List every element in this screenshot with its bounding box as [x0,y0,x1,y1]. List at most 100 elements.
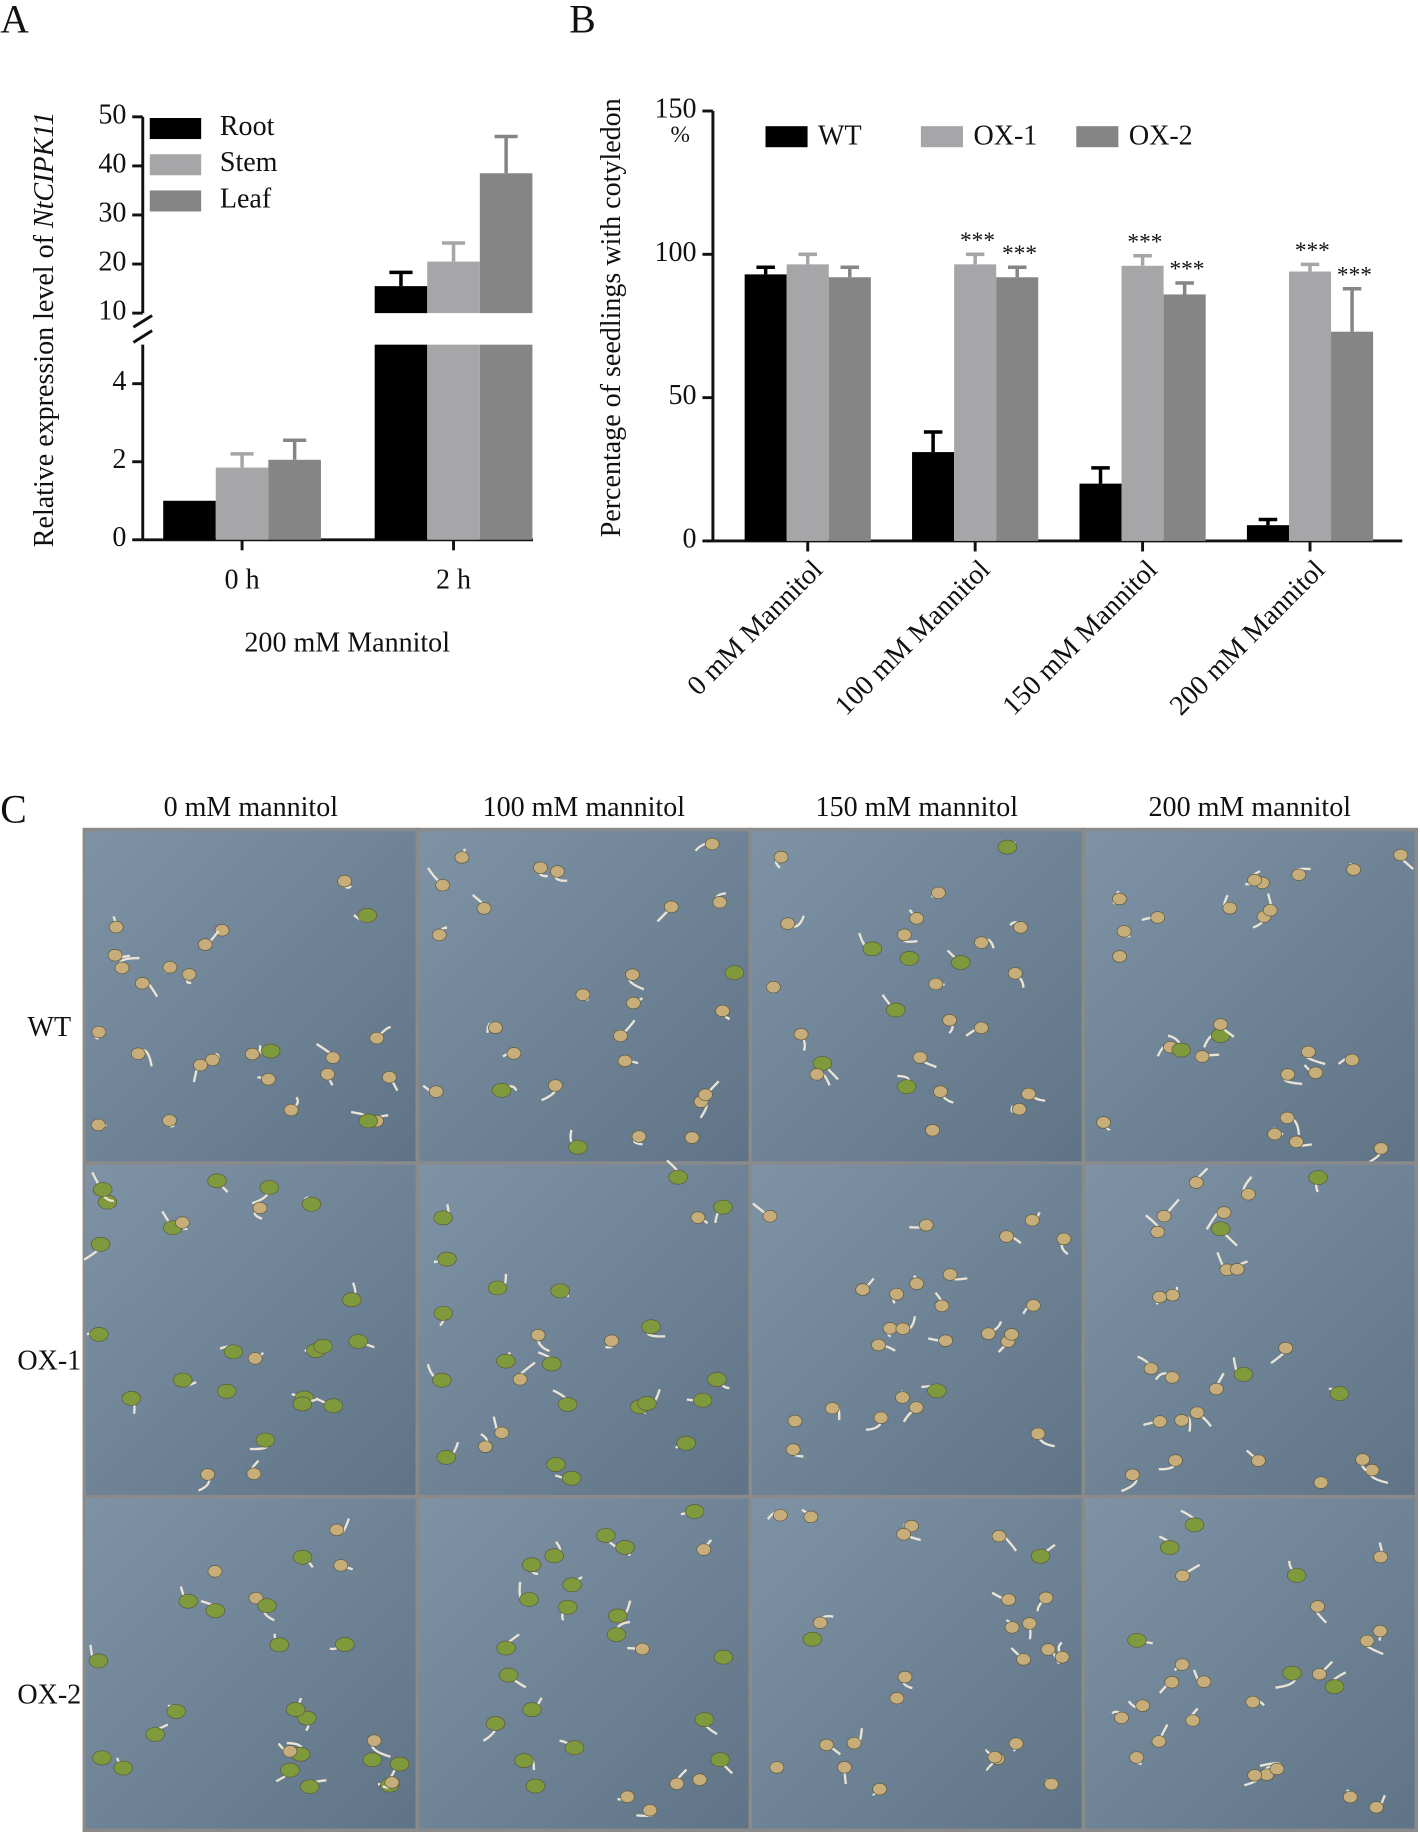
seedling [207,1173,227,1189]
seedling [676,1435,696,1451]
seedling [987,1751,1003,1764]
seedling [596,1528,616,1543]
seedling [285,1702,306,1717]
seedling [1196,1675,1212,1688]
bar [1121,265,1164,541]
seedling [1150,911,1166,924]
plate-photo [748,827,1086,1165]
seedling [542,1356,562,1372]
seedling [325,1051,341,1064]
seedling [1116,925,1132,938]
seedling [1209,1382,1224,1396]
bar-lower [374,344,428,540]
seedling [205,1603,226,1619]
seedling [1174,1658,1190,1671]
seedling [498,1667,519,1683]
seedling [1233,1367,1254,1382]
seedling [886,1002,906,1018]
seedling [912,1051,928,1064]
seedling [625,968,640,981]
seedling [692,1392,713,1408]
seedling [895,1322,911,1335]
seedling [280,1762,300,1778]
seedling [1210,1221,1231,1237]
seedling [824,1402,840,1415]
seedling [694,1712,715,1727]
seedling [197,938,213,951]
seedling [108,920,124,934]
seedling [617,1054,633,1068]
seedling [1054,1650,1070,1664]
seedling [608,1608,628,1624]
bar [268,459,321,540]
seedling [476,902,492,915]
y-axis-label: Relative expression level of NtCIPK11 [29,112,60,547]
seedling [244,1047,260,1061]
seedling [1022,1617,1037,1630]
error-bar [441,241,466,262]
seedling [1229,1263,1245,1276]
seedling [166,1704,186,1719]
seedling [1150,1225,1166,1239]
row-label: OX-1 [17,1346,81,1377]
seedling [130,1047,146,1060]
seedling [641,1319,661,1335]
seedling [257,1598,277,1614]
seedling [938,1334,953,1347]
seedling [1007,967,1023,980]
seedling [433,1305,453,1321]
error-bar [840,265,860,278]
seedling [568,1139,588,1155]
seedling [1308,1170,1328,1185]
bar-lower [479,344,533,540]
y-tick-label: 150 [655,93,697,124]
seedling [704,837,720,851]
bar [163,500,216,540]
seedling [283,1103,299,1117]
seedling [663,900,679,914]
seedling [1373,1550,1388,1564]
seedling [1143,1362,1159,1375]
seedling [431,928,447,942]
seedling [1164,1676,1180,1689]
bar [1079,483,1122,541]
seedling [1114,1711,1129,1725]
seedling [1056,1232,1072,1246]
seedling [1171,1042,1191,1058]
seedling [1112,892,1127,906]
y-tick-label: 20 [98,246,126,277]
error-bar [230,452,254,468]
seedling [329,1523,345,1537]
error-bar [494,134,518,174]
bar [786,264,829,541]
seedling [1344,1053,1360,1067]
seedling [981,1327,996,1340]
seedling [690,1211,706,1224]
seedling [269,1637,290,1653]
seedling [889,1692,905,1705]
seedling [931,886,946,900]
seedling [217,1383,237,1399]
seedling [88,1653,109,1669]
seedling [357,908,378,923]
y-tick-label: 50 [98,99,126,130]
seedling [200,1468,216,1481]
seedling [1324,1679,1345,1694]
seedling [1168,1454,1183,1467]
seedling [435,878,450,892]
x-tick-label: 0 mM Mannitol [681,554,829,702]
seedling [780,917,796,930]
seedling [175,1216,190,1229]
seedling [1222,901,1238,915]
plate-photo [82,827,420,1165]
significance: *** [1295,238,1330,264]
seedling [252,1201,268,1215]
seedling [454,851,470,864]
seedling [1021,1087,1036,1101]
error-bar [1258,517,1278,526]
plate-photo [748,1494,1086,1832]
seedling [366,1734,382,1747]
seedling [1030,1548,1051,1564]
seedling [1262,904,1278,917]
seedling [342,1292,362,1308]
